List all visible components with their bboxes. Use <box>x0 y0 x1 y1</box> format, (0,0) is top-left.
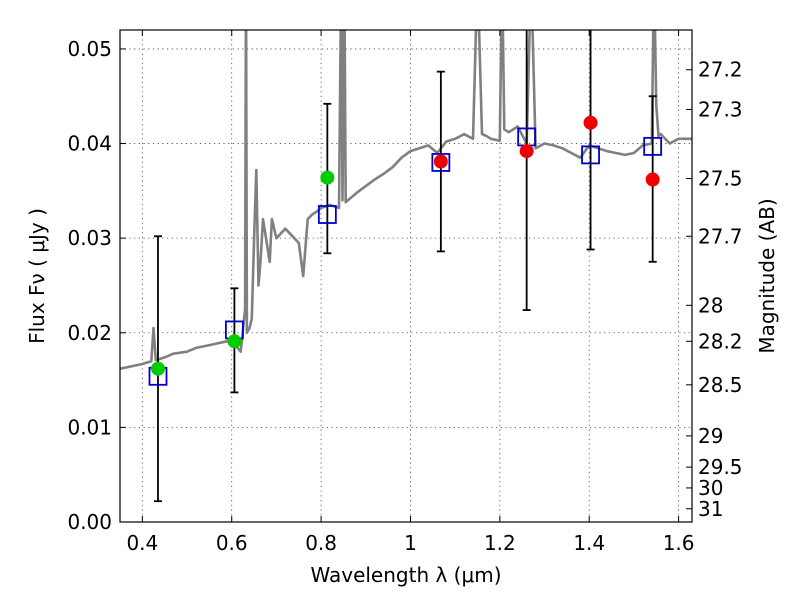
observed-flux-point <box>150 361 165 376</box>
magnitude-tick-label: 29.5 <box>698 455 743 479</box>
magnitude-tick-label: 27.5 <box>698 167 743 191</box>
x-tick-label: 0.8 <box>305 531 337 555</box>
plot-area <box>120 30 692 503</box>
y-axis-label: Flux Fν ( μJy ) <box>25 208 49 344</box>
plot-frame <box>119 29 693 523</box>
model-spectrum-line <box>120 30 692 370</box>
model-flux-square <box>431 153 451 172</box>
model-flux-square <box>643 136 663 156</box>
magnitude-tick-label: 27.7 <box>698 224 743 248</box>
y-tick-label: 0.02 <box>67 321 112 345</box>
model-flux-square <box>581 145 600 165</box>
observed-flux-point <box>519 144 534 159</box>
observed-flux-point <box>433 154 448 169</box>
right-axis-label: Magnitude (AB) <box>755 198 779 353</box>
magnitude-tick-label: 27.3 <box>698 97 743 121</box>
model-flux-square <box>317 205 337 224</box>
magnitude-tick-label: 30 <box>698 476 723 500</box>
grid-lines <box>120 30 692 522</box>
y-tick-label: 0.01 <box>67 415 112 439</box>
axis-ticks: 0.4 0.6 0.8 1 1.2 1.4 1.6 0.00 0.01 0.02 0.03 0.04 0… <box>67 30 743 555</box>
y-tick-label: 0.05 <box>67 37 112 61</box>
x-tick-label: 1.2 <box>484 531 516 555</box>
x-tick-label: 1.4 <box>573 531 605 555</box>
magnitude-tick-label: 29 <box>698 424 723 448</box>
observed-flux-point <box>227 334 242 349</box>
x-tick-label: 0.6 <box>216 531 248 555</box>
y-tick-label: 0.04 <box>67 132 112 156</box>
observed-flux-point <box>320 170 335 185</box>
magnitude-tick-label: 31 <box>698 497 723 521</box>
magnitude-tick-label: 28.2 <box>698 329 743 353</box>
x-tick-label: 1.6 <box>663 531 695 555</box>
y-tick-label: 0.00 <box>67 510 112 534</box>
x-tick-label: 1 <box>404 531 417 555</box>
magnitude-tick-label: 28 <box>698 293 723 317</box>
observed-flux-point <box>583 115 598 130</box>
magnitude-tick-label: 27.2 <box>698 58 743 82</box>
magnitude-tick-label: 28.5 <box>698 373 743 397</box>
x-axis-label: Wavelength λ (μm) <box>310 563 501 587</box>
x-tick-label: 0.4 <box>126 531 158 555</box>
y-tick-label: 0.03 <box>67 226 112 250</box>
observed-flux-point <box>645 172 660 187</box>
